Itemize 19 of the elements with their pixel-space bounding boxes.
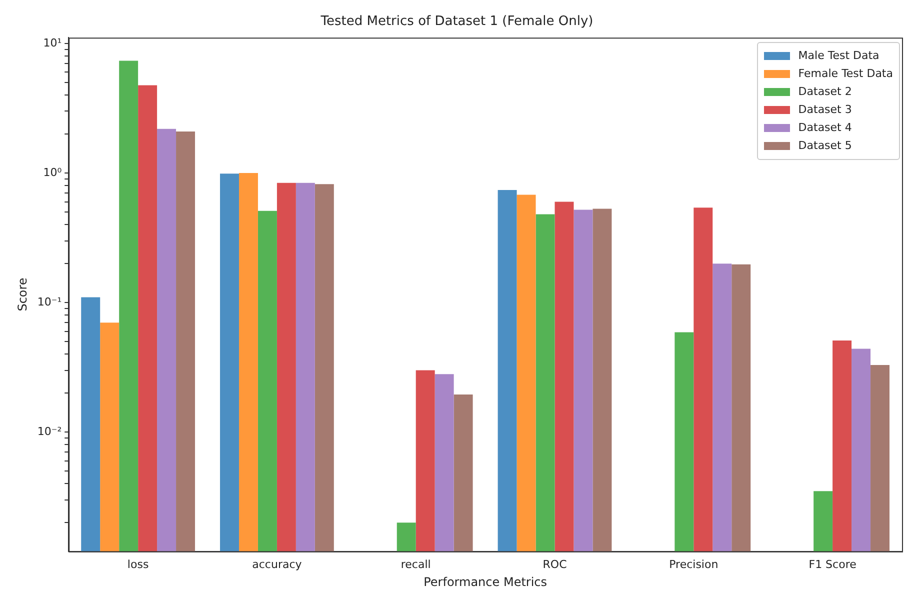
x-tick-label: accuracy <box>252 558 302 571</box>
legend-label: Dataset 4 <box>798 121 852 134</box>
y-tick-label: 10¹ <box>43 36 62 50</box>
x-axis-title: Performance Metrics <box>424 574 548 589</box>
x-tick-label: F1 Score <box>808 558 857 571</box>
x-tick-label: ROC <box>542 558 568 571</box>
x-tick-label: loss <box>127 558 149 571</box>
legend-label: Female Test Data <box>798 67 893 80</box>
x-tick-label: recall <box>400 558 431 571</box>
legend-label: Dataset 2 <box>798 85 852 98</box>
legend-label: Male Test Data <box>798 49 880 62</box>
y-axis-title: Score <box>15 278 30 312</box>
y-tick-label: 10⁻¹ <box>37 295 62 308</box>
chart-title: Tested Metrics of Dataset 1 (Female Only) <box>320 14 594 30</box>
legend-label: Dataset 3 <box>798 103 852 116</box>
legend-label: Dataset 5 <box>798 139 852 152</box>
y-tick-label: 10⁰ <box>43 166 62 179</box>
x-tick-label: Precision <box>669 558 718 571</box>
y-tick-label: 10⁻² <box>37 424 62 438</box>
